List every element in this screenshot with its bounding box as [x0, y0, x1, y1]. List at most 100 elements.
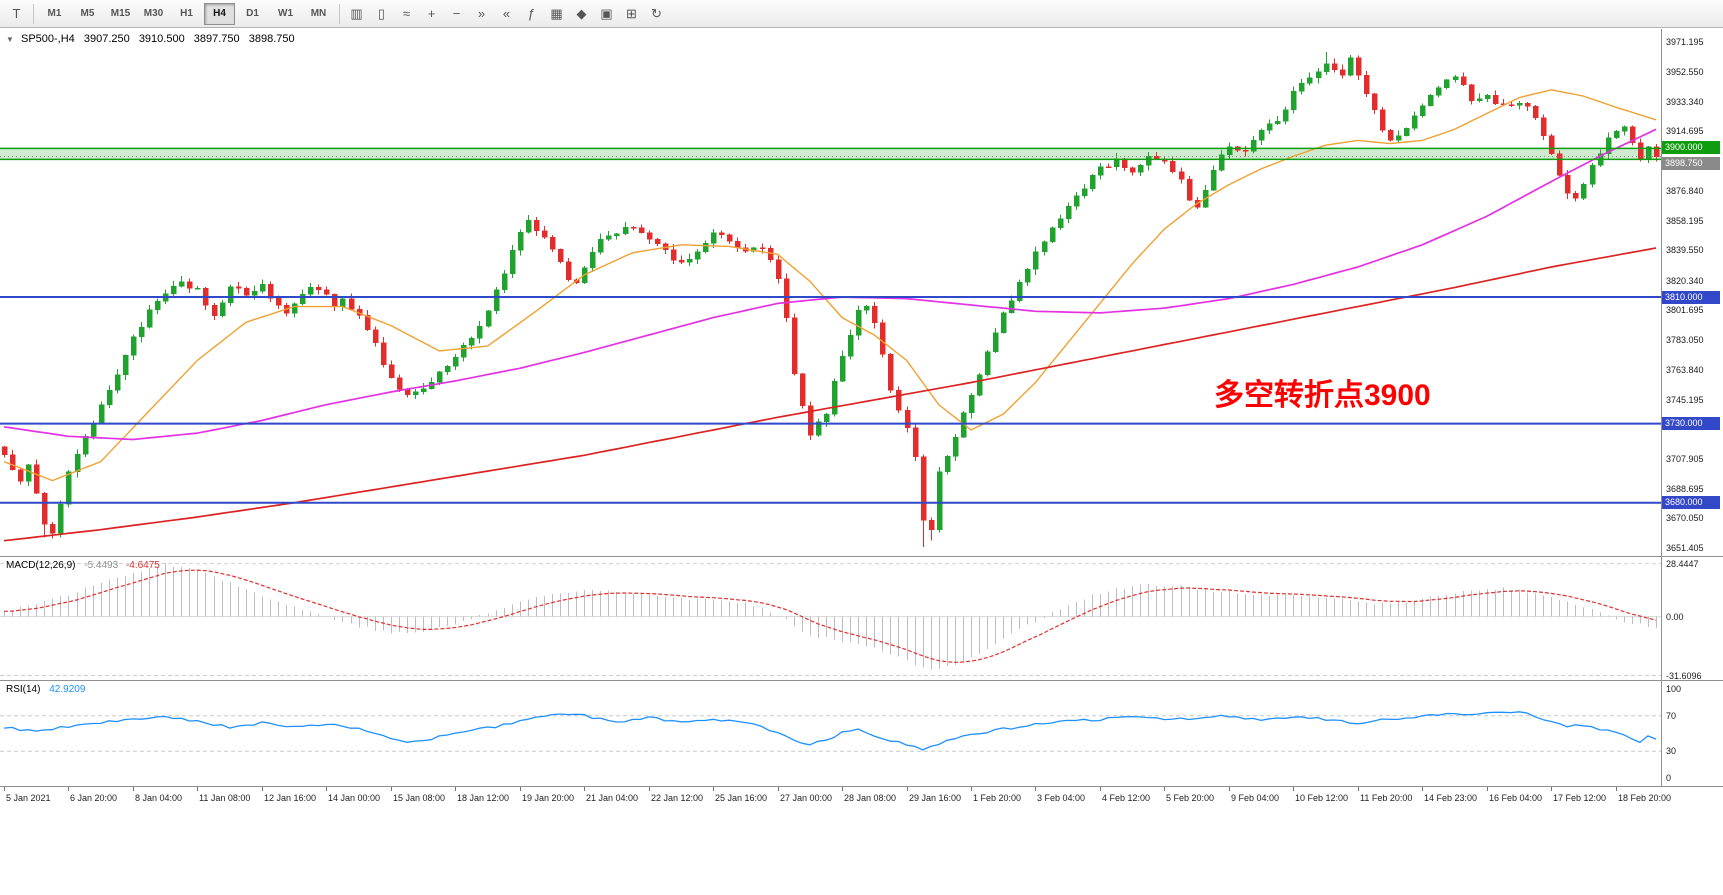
time-label: 1 Feb 20:00	[973, 793, 1022, 803]
time-axis-tick	[649, 787, 650, 791]
time-label: 10 Feb 12:00	[1295, 793, 1349, 803]
time-label: 28 Jan 08:00	[844, 793, 897, 803]
tile-windows-icon[interactable]: ▣	[600, 5, 613, 21]
rsi-label: RSI(14)	[6, 684, 41, 695]
timeframe-M1[interactable]: M1	[47, 8, 62, 19]
time-label: 22 Jan 12:00	[651, 793, 704, 803]
timeframe-M5[interactable]: M5	[80, 8, 95, 19]
macd-panel[interactable]: MACD(12,26,9) -5.4493 -4.6475 28.4447 0.0…	[0, 556, 1723, 681]
line-chart-icon[interactable]: ≈	[402, 6, 411, 21]
chart-annotation-text[interactable]: 多空转折点3900	[1214, 379, 1431, 412]
toolbar-right-group: ▥ ▯ ≈ + − » « ƒ ▦ ◆ ▣ ⊞ ↻	[344, 2, 669, 26]
time-label: 4 Feb 12:00	[1102, 793, 1151, 803]
toolbar-separator	[339, 3, 340, 24]
chart-shift-icon[interactable]: «	[502, 6, 511, 21]
price-level-badge: 3898.750	[1662, 157, 1720, 171]
macd-signal-value: -4.6475	[125, 560, 160, 571]
objects-icon[interactable]: ◆	[576, 5, 587, 21]
zoom-out-icon[interactable]: −	[452, 6, 461, 21]
collapse-icon[interactable]: ▼	[6, 35, 14, 44]
timeframe-W1[interactable]: W1	[278, 8, 293, 19]
macd-chart[interactable]	[0, 557, 1661, 680]
auto-scroll-icon[interactable]: »	[477, 6, 486, 21]
time-label: 12 Jan 16:00	[264, 793, 317, 803]
time-label: 14 Jan 00:00	[328, 793, 381, 803]
symbol-header: ▼ SP500-,H4 3907.250 3910.500 3897.750 3…	[6, 33, 301, 45]
time-label: 11 Feb 20:00	[1360, 793, 1413, 803]
time-axis-tick	[391, 787, 392, 791]
time-axis[interactable]: 5 Jan 2021 6 Jan 20:00 8 Jan 04:00 11 Jan 0…	[0, 786, 1723, 816]
time-label: 16 Feb 04:00	[1489, 793, 1543, 803]
toolbar-separator	[33, 3, 34, 24]
ohlc-open: 3907.250	[83, 33, 130, 45]
price-level-badge: 3810.000	[1662, 290, 1720, 304]
price-chart-panel[interactable]: ▼ SP500-,H4 3907.250 3910.500 3897.750 3…	[0, 29, 1723, 556]
time-axis-tick	[1358, 787, 1359, 791]
new-order-icon[interactable]: ⊞	[626, 5, 637, 21]
symbol-title: SP500-,H4	[20, 33, 75, 45]
time-label: 18 Jan 12:00	[457, 793, 510, 803]
indicators-icon[interactable]: ƒ	[527, 6, 536, 21]
scale-tick-label: 70	[1666, 710, 1677, 721]
scale-tick-label: 3688.695	[1666, 483, 1704, 494]
grid-icon[interactable]: ▦	[550, 5, 563, 21]
text-tool[interactable]: T	[12, 6, 21, 21]
time-axis-tick	[1100, 787, 1101, 791]
time-axis-tick	[713, 787, 714, 791]
time-label: 14 Feb 23:00	[1424, 793, 1478, 803]
macd-main-value: -5.4493	[84, 560, 119, 571]
macd-header: MACD(12,26,9) -5.4493 -4.6475	[6, 560, 160, 571]
time-label: 9 Feb 04:00	[1231, 793, 1280, 803]
scale-tick-label: 3745.195	[1666, 394, 1704, 405]
scale-tick-label: 3801.695	[1666, 305, 1704, 316]
price-scale[interactable]: 3971.195 3952.550 3933.340 3914.695 3876.840…	[1661, 29, 1723, 556]
time-axis-tick	[778, 787, 779, 791]
refresh-icon[interactable]: ↻	[651, 5, 662, 21]
time-axis-tick	[4, 787, 5, 791]
time-label: 11 Jan 08:00	[199, 793, 251, 803]
time-axis-tick	[584, 787, 585, 791]
timeframe-M15[interactable]: M15	[110, 8, 131, 19]
ohlc-close: 3898.750	[248, 33, 295, 45]
scale-tick-label: 100	[1666, 684, 1682, 694]
macd-scale[interactable]: 28.4447 0.00 -31.6096	[1661, 557, 1723, 681]
timeframe-MN[interactable]: MN	[310, 8, 327, 19]
price-level-badge: 3730.000	[1662, 417, 1720, 431]
scale-tick-label: 3876.840	[1666, 186, 1704, 197]
rsi-chart[interactable]	[0, 681, 1661, 786]
time-label: 19 Jan 20:00	[522, 793, 575, 803]
timeframe-M30[interactable]: M30	[143, 8, 164, 19]
candlestick-chart-icon[interactable]: ▯	[377, 5, 386, 21]
time-axis-tick	[326, 787, 327, 791]
timeframe-H1[interactable]: H1	[180, 8, 193, 19]
candlestick-chart[interactable]	[0, 29, 1661, 556]
rsi-header: RSI(14) 42.9209	[6, 684, 85, 695]
zoom-in-icon[interactable]: +	[427, 6, 436, 21]
time-axis-tick	[197, 787, 198, 791]
scale-tick-label: 3839.550	[1666, 245, 1704, 256]
time-label: 29 Jan 16:00	[909, 793, 962, 803]
time-label: 5 Feb 20:00	[1166, 793, 1215, 803]
price-level-badge: 3680.000	[1662, 496, 1720, 510]
rsi-scale[interactable]: 100 70 30 0	[1661, 681, 1723, 786]
time-axis-tick	[1616, 787, 1617, 791]
scale-tick-label: 3952.550	[1666, 66, 1704, 77]
time-axis-tick	[455, 787, 456, 791]
bar-chart-icon[interactable]: ▥	[350, 5, 363, 21]
time-axis-tick	[520, 787, 521, 791]
time-axis-tick	[971, 787, 972, 791]
time-label: 18 Feb 20:00	[1618, 793, 1672, 803]
scale-tick-label: 3914.695	[1666, 126, 1704, 137]
time-axis-tick	[1035, 787, 1036, 791]
timeframe-H4[interactable]: H4	[204, 2, 235, 25]
scale-tick-label: 30	[1666, 746, 1677, 757]
timeframe-D1[interactable]: D1	[246, 8, 259, 19]
ohlc-high: 3910.500	[138, 33, 185, 45]
time-axis-tick	[1229, 787, 1230, 791]
rsi-panel[interactable]: RSI(14) 42.9209 100 70 30 0	[0, 680, 1723, 786]
time-axis-tick	[133, 787, 134, 791]
macd-label: MACD(12,26,9)	[6, 560, 76, 571]
time-axis-tick	[262, 787, 263, 791]
time-axis-tick	[1487, 787, 1488, 791]
